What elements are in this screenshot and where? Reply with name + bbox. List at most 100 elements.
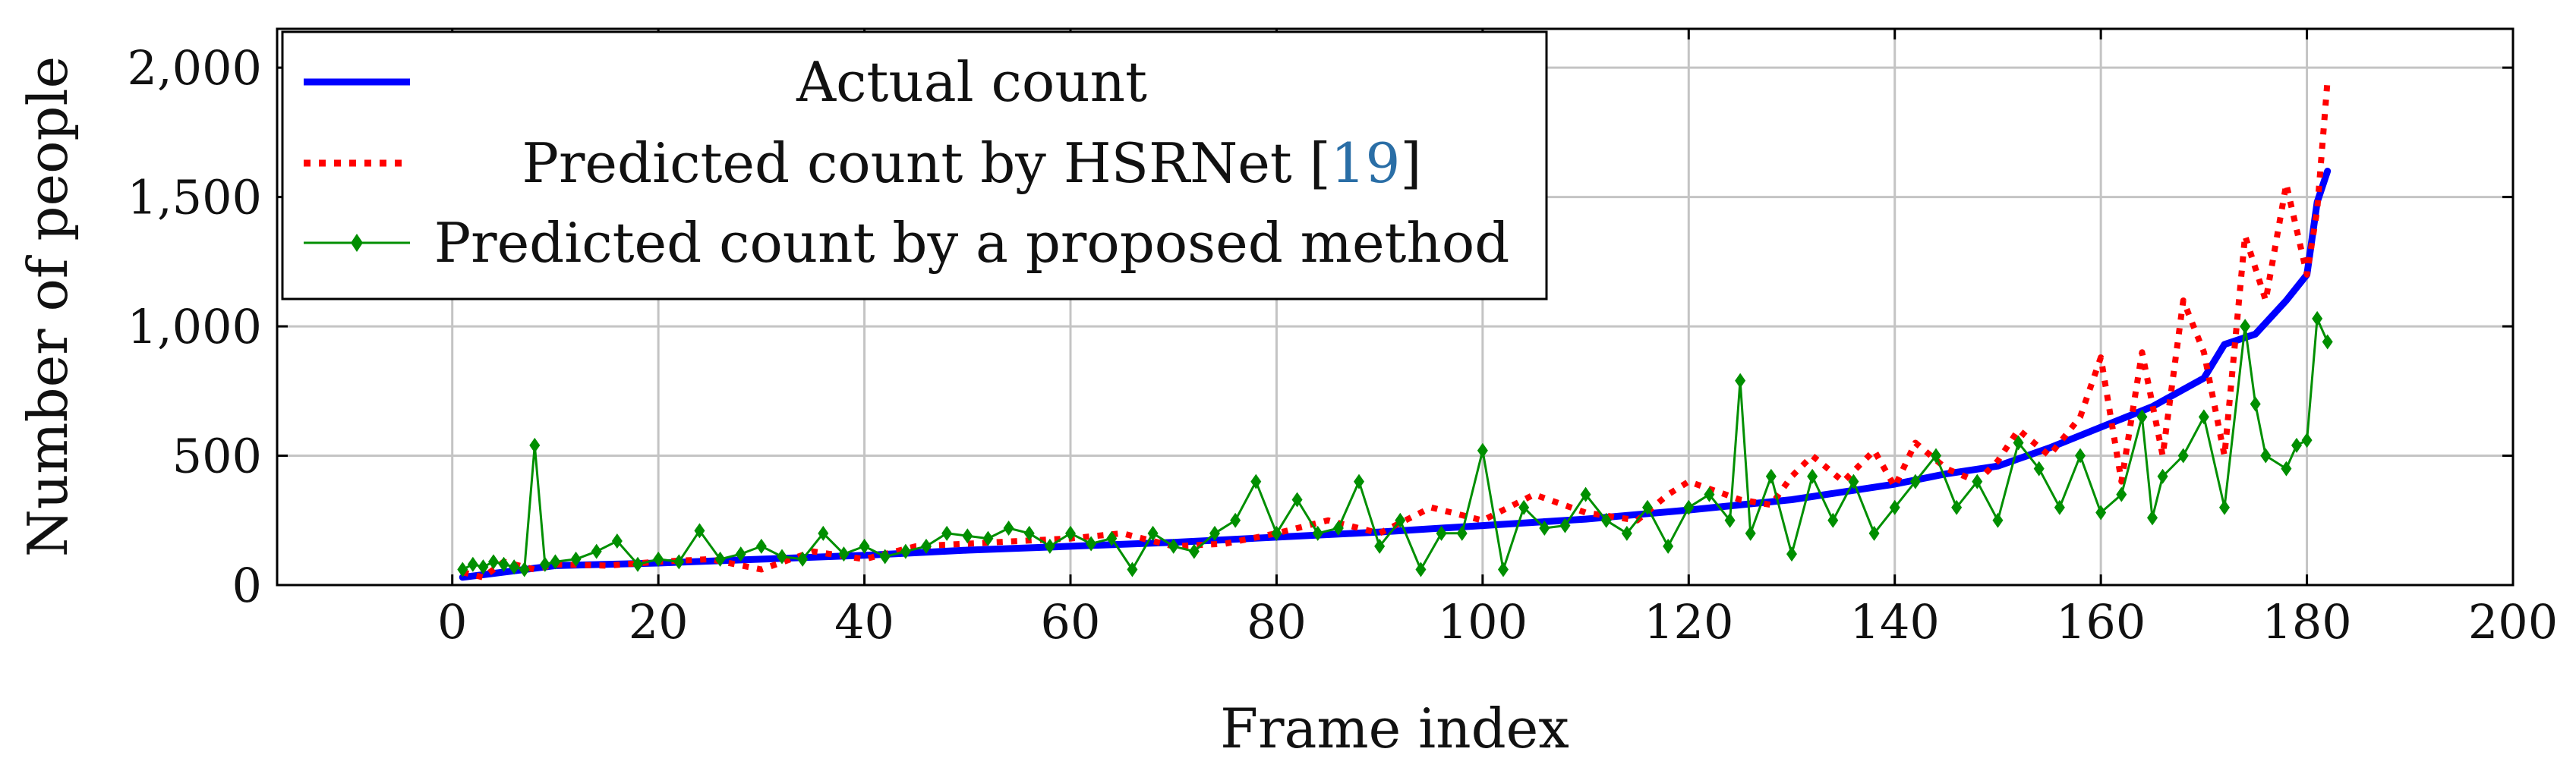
series-point-2-14 (653, 551, 664, 567)
series-point-2-91 (2198, 409, 2209, 425)
x-tick-label-0: 0 (437, 594, 467, 650)
series-point-2-74 (1868, 525, 1880, 541)
series-point-2-41 (1209, 525, 1220, 541)
legend-label-proposed: Predicted count by a proposed method (434, 211, 1510, 275)
series-point-2-73 (1848, 474, 1859, 489)
series-point-2-38 (1147, 525, 1159, 541)
series-point-2-71 (1807, 468, 1818, 484)
series-point-2-95 (2260, 448, 2272, 464)
y-tick-label-1: 500 (172, 429, 262, 484)
series-point-2-2 (478, 559, 489, 575)
series-point-2-89 (2157, 468, 2168, 484)
legend-label-actual: Actual count (796, 50, 1147, 114)
series-point-2-21 (797, 551, 809, 567)
series-point-2-68 (1745, 525, 1756, 541)
series-point-2-22 (818, 525, 829, 541)
series-point-2-12 (611, 533, 623, 549)
series-point-2-39 (1168, 538, 1179, 554)
series-point-2-50 (1395, 512, 1406, 528)
series-point-2-98 (2301, 433, 2313, 448)
series-point-2-7 (529, 437, 541, 453)
series-point-2-84 (2075, 448, 2086, 464)
series-point-2-87 (2136, 409, 2148, 425)
series-point-2-3 (488, 554, 499, 570)
series-point-2-81 (2013, 435, 2024, 451)
series-point-2-31 (1003, 520, 1014, 536)
legend-entry-proposed: Predicted count by a proposed method (304, 211, 1509, 275)
series-point-2-66 (1724, 512, 1736, 528)
series-point-2-27 (921, 538, 932, 554)
x-tick-label-10: 200 (2468, 594, 2558, 650)
x-tick-label-1: 20 (629, 594, 689, 650)
series-point-2-35 (1086, 536, 1097, 552)
series-point-2-42 (1230, 512, 1241, 528)
series-point-2-69 (1765, 468, 1777, 484)
series-point-2-1 (467, 556, 478, 572)
series-point-2-54 (1477, 442, 1488, 458)
series-point-2-99 (2312, 310, 2323, 326)
x-tick-label-9: 180 (2262, 594, 2351, 650)
legend-label-hsrnet: Predicted count by HSRNet [19] (522, 131, 1422, 195)
series-point-2-13 (632, 556, 643, 572)
series-point-2-83 (2054, 499, 2065, 515)
y-axis-title: Number of people (16, 56, 80, 557)
legend-swatch-proposed-marker (351, 234, 363, 252)
x-tick-label-3: 60 (1041, 594, 1101, 650)
series-point-2-18 (735, 546, 746, 562)
series-point-2-5 (509, 559, 520, 575)
x-axis-title: Frame index (1220, 697, 1569, 760)
series-point-2-70 (1786, 546, 1797, 562)
series-point-2-37 (1127, 562, 1138, 577)
x-axis-ticks: 0 20 40 60 80 100 120 140 160 180 200 (437, 29, 2558, 650)
series-point-2-26 (900, 543, 911, 559)
series-point-2-47 (1332, 520, 1344, 536)
series-point-2-0 (457, 562, 468, 577)
series-point-2-44 (1271, 525, 1282, 541)
x-tick-label-2: 40 (834, 594, 894, 650)
legend-entry-actual: Actual count (304, 50, 1147, 114)
series-point-2-88 (2147, 510, 2158, 526)
x-tick-label-6: 120 (1644, 594, 1733, 650)
series-point-2-16 (694, 523, 705, 539)
series-point-2-4 (498, 556, 509, 572)
x-tick-label-7: 140 (1850, 594, 1940, 650)
series-point-2-100 (2322, 334, 2333, 350)
legend-label-hsrnet-close: ] (1400, 131, 1421, 195)
series-point-2-34 (1065, 525, 1076, 541)
y-tick-label-2: 1,000 (128, 299, 263, 354)
y-tick-label-4: 2,000 (128, 40, 263, 96)
series-point-2-72 (1827, 512, 1839, 528)
legend-reference-link[interactable]: 19 (1331, 131, 1401, 195)
series-point-2-63 (1663, 538, 1674, 554)
series-point-2-56 (1518, 499, 1530, 515)
legend: Actual count Predicted count by HSRNet [… (281, 30, 1548, 300)
series-point-2-77 (1931, 448, 1941, 464)
series-point-2-17 (714, 551, 726, 567)
x-tick-label-8: 160 (2056, 594, 2146, 650)
series-point-2-82 (2033, 461, 2045, 477)
series-point-2-79 (1972, 474, 1983, 489)
series-point-2-93 (2240, 319, 2251, 335)
series-point-2-78 (1951, 499, 1963, 515)
series-point-2-97 (2291, 437, 2302, 453)
series-point-2-96 (2281, 461, 2292, 477)
series-point-2-25 (879, 549, 891, 565)
series-point-2-6 (519, 562, 530, 577)
series-point-2-40 (1188, 543, 1200, 559)
series-point-2-67 (1735, 373, 1746, 389)
series-point-2-53 (1456, 525, 1468, 541)
series-point-2-33 (1044, 538, 1055, 554)
series-point-2-29 (962, 528, 973, 544)
legend-entry-hsrnet: Predicted count by HSRNet [19] (304, 131, 1421, 195)
series-point-2-65 (1704, 486, 1715, 502)
series-point-2-80 (1992, 512, 2004, 528)
series-point-2-60 (1600, 512, 1612, 528)
series-point-2-19 (755, 538, 767, 554)
y-axis-ticks: 0 500 1,000 1,500 2,000 (128, 40, 2513, 613)
series-point-2-30 (982, 530, 994, 546)
series-point-2-28 (941, 525, 953, 541)
x-tick-label-4: 80 (1247, 594, 1307, 650)
series-point-2-15 (673, 554, 685, 570)
